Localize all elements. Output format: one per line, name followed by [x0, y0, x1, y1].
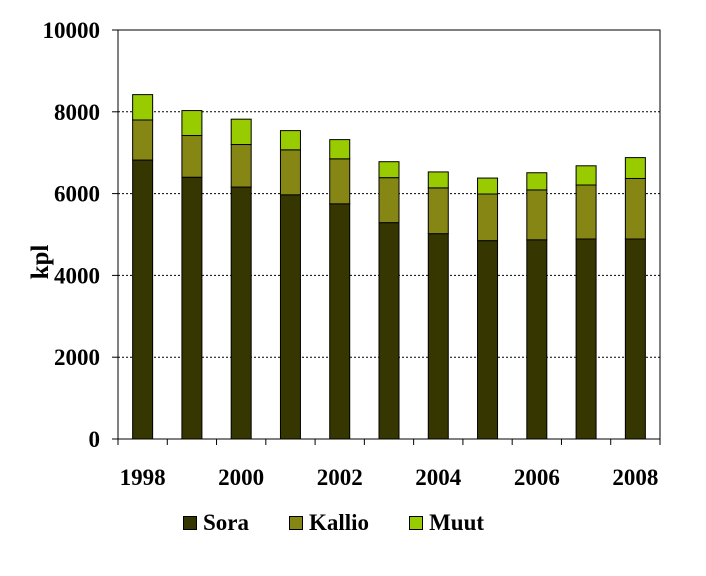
bar-sora-2000	[230, 186, 252, 440]
bar-kallio-2008	[624, 177, 646, 240]
bar-kallio-1998	[132, 119, 154, 161]
legend-item-muut: Muut	[409, 510, 484, 536]
legend-swatch-sora	[183, 516, 197, 530]
bar-muut-1998	[132, 94, 154, 121]
y-tick-label: 2000	[54, 345, 100, 370]
legend: Sora Kallio Muut	[183, 508, 524, 538]
bar-kallio-2003	[378, 177, 400, 224]
bar-sora-1999	[181, 176, 203, 440]
bar-muut-2004	[427, 171, 449, 189]
legend-swatch-kallio	[289, 516, 303, 530]
bar-sora-2006	[526, 239, 548, 440]
bar-kallio-2005	[477, 193, 499, 242]
bar-muut-2007	[575, 165, 597, 186]
x-tick-label: 2008	[612, 465, 658, 490]
y-tick-label: 0	[89, 427, 101, 452]
legend-label-kallio: Kallio	[309, 510, 370, 535]
bar-muut-2002	[329, 139, 351, 160]
bar-kallio-2002	[329, 158, 351, 205]
bar-muut-2008	[624, 157, 646, 179]
legend-label-sora: Sora	[203, 510, 249, 535]
bar-sora-2007	[575, 238, 597, 440]
x-tick-label: 1998	[120, 465, 166, 490]
bar-muut-2003	[378, 161, 400, 179]
bar-muut-2005	[477, 177, 499, 195]
y-tick-label: 6000	[54, 182, 100, 207]
axes	[112, 29, 661, 445]
bar-kallio-2006	[526, 189, 548, 241]
bar-kallio-2007	[575, 184, 597, 240]
bar-muut-2000	[230, 118, 252, 146]
legend-item-sora: Sora	[183, 510, 249, 536]
legend-item-kallio: Kallio	[289, 510, 369, 536]
bar-sora-2002	[329, 203, 351, 440]
bar-kallio-1999	[181, 135, 203, 178]
y-tick-label: 8000	[54, 100, 100, 125]
x-tick-label: 2004	[415, 465, 462, 490]
plot-frame	[117, 29, 661, 440]
y-tick-label: 10000	[43, 18, 101, 43]
bar-kallio-2000	[230, 144, 252, 188]
bar-muut-2001	[279, 130, 301, 151]
x-tick-label: 2002	[317, 465, 363, 490]
bar-sora-2001	[279, 194, 301, 440]
bar-sora-2008	[624, 238, 646, 440]
bar-kallio-2001	[279, 149, 301, 196]
y-tick-labels: 0 2000 4000 6000 8000 10000	[43, 18, 101, 452]
y-axis-title: kpl	[27, 245, 54, 280]
bar-sora-2005	[477, 240, 499, 440]
legend-label-muut: Muut	[429, 510, 485, 535]
bar-sora-2003	[378, 222, 400, 440]
bar-muut-2006	[526, 172, 548, 191]
x-tick-labels: 1998 2000 2002 2004 2006 2008	[120, 465, 659, 490]
bar-sora-2004	[427, 233, 449, 440]
legend-swatch-muut	[409, 516, 424, 530]
bar-kallio-2004	[427, 187, 449, 235]
x-tick-label: 2000	[218, 465, 264, 490]
bar-muut-1999	[181, 110, 203, 137]
bars	[132, 94, 646, 440]
x-tick-label: 2006	[514, 465, 560, 490]
bar-sora-1998	[132, 159, 154, 440]
y-tick-label: 4000	[54, 263, 100, 288]
